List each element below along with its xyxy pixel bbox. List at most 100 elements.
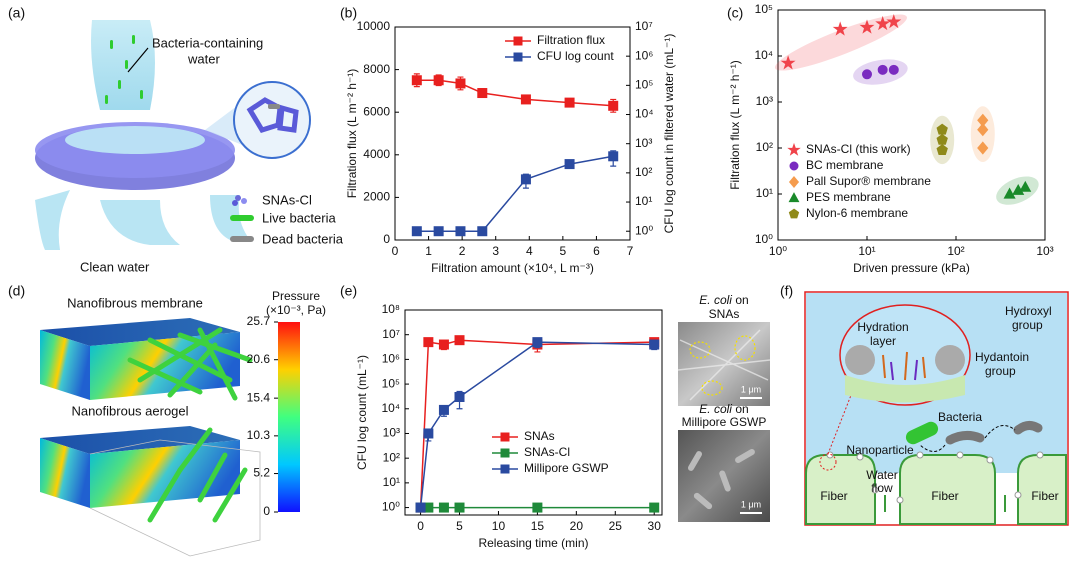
marker (832, 21, 848, 36)
y2-tick-label: 10³ (635, 136, 652, 150)
legend-label: Live bacteria (262, 210, 336, 225)
marker (423, 337, 434, 348)
marker (564, 97, 575, 108)
x-tick-label: 6 (593, 244, 600, 258)
marker (532, 502, 543, 513)
marker (477, 88, 488, 99)
panel-label: (a) (8, 5, 25, 21)
x-tick-label: 3 (492, 244, 499, 258)
connector: on (735, 402, 748, 416)
annotation: Fiber (820, 489, 847, 503)
marker (875, 15, 891, 31)
x-tick-label: 2 (459, 244, 466, 258)
colorbar-tick-label: 20.6 (247, 352, 271, 366)
legend-label: Pall Supor® membrane (806, 174, 931, 188)
sem-images (677, 322, 771, 522)
panel-a-illustration (35, 20, 311, 250)
connector: on (735, 293, 748, 307)
panel-d-illustration (40, 318, 300, 557)
y-tick-label: 2000 (363, 190, 390, 204)
annotation: Nanofibrous aerogel (71, 403, 188, 418)
x-tick-label: 10¹ (858, 244, 875, 258)
y2-tick-label: 10⁷ (635, 19, 653, 33)
annotation: Nanoparticle (846, 443, 914, 457)
marker (520, 174, 531, 185)
image-caption: E. coli on (699, 402, 748, 416)
y-tick-label: 10⁴ (381, 401, 400, 415)
marker (438, 339, 449, 350)
annotation: Fiber (1031, 489, 1058, 503)
annotation: group (985, 364, 1016, 378)
plot-frame (404, 309, 663, 516)
image-caption: SNAs (709, 307, 740, 321)
y-tick-label: 10² (756, 140, 773, 154)
annotation: Hydration (857, 320, 908, 334)
y-tick-label: 4000 (363, 147, 390, 161)
annotation: group (1012, 318, 1043, 332)
plot-frame (394, 26, 631, 241)
y2-tick-label: 10⁰ (635, 223, 653, 237)
y2-tick-label: 10⁴ (635, 107, 654, 121)
marker (454, 392, 465, 403)
x-tick-label: 30 (648, 519, 662, 533)
series-line (419, 339, 655, 508)
annotation: layer (870, 334, 896, 348)
marker (454, 502, 465, 513)
legend-marker (788, 192, 800, 203)
legend-label: SNAs-Cl (524, 445, 570, 459)
series-line (419, 341, 655, 508)
y2-tick-label: 10⁶ (635, 48, 653, 62)
y-tick-label: 10³ (383, 426, 400, 440)
y-tick-label: 10⁸ (382, 302, 400, 316)
marker (433, 75, 444, 86)
y2-tick-label: 10¹ (635, 194, 652, 208)
marker (564, 159, 575, 170)
marker (411, 75, 422, 86)
x-tick-label: 10⁰ (769, 244, 787, 258)
marker (455, 226, 466, 237)
x-tick-label: 0 (417, 519, 424, 533)
legend-label: Nylon-6 membrane (806, 206, 908, 220)
marker (859, 19, 875, 34)
legend-marker (787, 142, 801, 156)
legend-marker (513, 36, 523, 46)
x-tick-label: 5 (560, 244, 567, 258)
marker (1019, 180, 1032, 192)
marker (438, 502, 449, 513)
y-tick-label: 10¹ (756, 186, 773, 200)
marker (608, 100, 619, 111)
y-tick-label: 10000 (357, 19, 391, 33)
y-tick-label: 6000 (363, 104, 390, 118)
legend-label: CFU log count (537, 49, 614, 63)
annotation: water (187, 51, 220, 66)
annotation: Fiber (931, 489, 958, 503)
y2-tick-label: 10² (635, 165, 652, 179)
y2-tick-label: 10⁵ (635, 78, 653, 92)
annotation: Clean water (80, 259, 150, 274)
marker (455, 78, 466, 89)
marker (532, 337, 543, 348)
marker (423, 428, 434, 439)
image-caption: Millipore GSWP (682, 415, 767, 429)
x-tick-label: 7 (627, 244, 634, 258)
legend-marker (500, 464, 510, 474)
y-tick-label: 10⁰ (755, 232, 773, 246)
x-tick-label: 20 (570, 519, 584, 533)
y-tick-label: 10³ (756, 94, 773, 108)
y-axis-label: CFU log count (mL⁻¹) (355, 355, 369, 470)
annotation: Nanofibrous membrane (67, 295, 203, 310)
series-line (416, 155, 614, 232)
y-tick-label: 10⁴ (754, 48, 773, 62)
x-axis-label: Filtration amount (×10⁴, L m⁻³) (431, 261, 594, 275)
series-line (416, 79, 614, 107)
legend-label: SNAs-Cl (this work) (806, 142, 911, 156)
y-tick-label: 8000 (363, 62, 390, 76)
marker (520, 94, 531, 105)
legend-marker (788, 208, 800, 219)
y-axis-label: Filtration flux (L m⁻² h⁻¹) (728, 60, 742, 190)
legend-label: SNAs (524, 429, 555, 443)
colorbar-tick-label: 15.4 (247, 390, 271, 404)
colorbar-title: Pressure (272, 289, 320, 303)
organism: E. coli (699, 293, 732, 307)
